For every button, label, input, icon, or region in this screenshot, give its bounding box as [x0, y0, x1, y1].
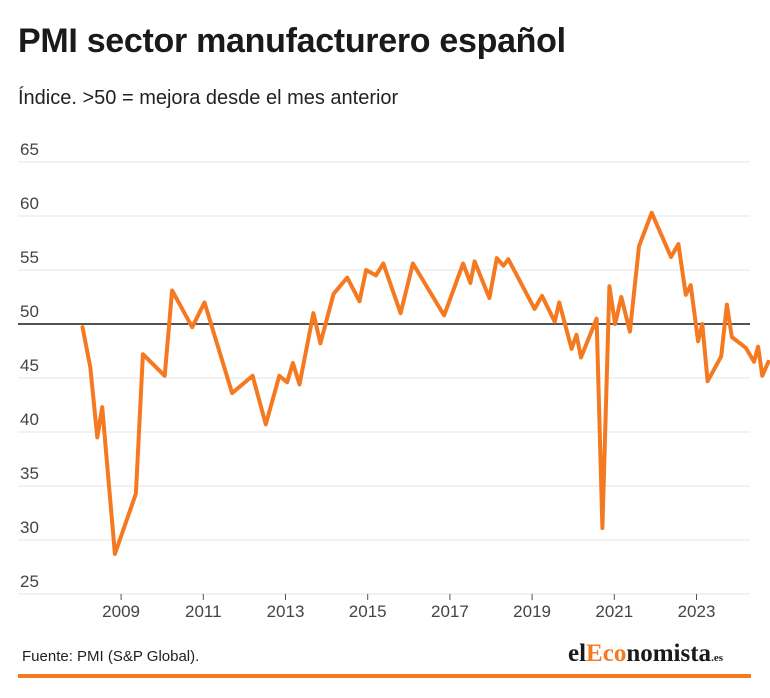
- source-note: Fuente: PMI (S&P Global).: [22, 648, 200, 665]
- x-tick-label: 2015: [349, 602, 387, 621]
- x-tick-label: 2019: [513, 602, 551, 621]
- x-tick-label: 2011: [185, 602, 222, 621]
- x-tick-label: 2009: [102, 602, 140, 621]
- y-tick-label: 25: [20, 572, 39, 591]
- x-tick-label: 2017: [431, 602, 469, 621]
- y-tick-label: 65: [20, 140, 39, 159]
- brand-rest: nomista: [626, 640, 712, 667]
- y-tick-label: 50: [20, 302, 39, 321]
- footer-accent-bar: [18, 674, 751, 678]
- y-tick-label: 30: [20, 518, 39, 537]
- y-tick-label: 45: [20, 356, 39, 375]
- series-line-pmi: [80, 210, 770, 556]
- y-tick-label: 35: [20, 464, 39, 483]
- brand-suffix: .es: [711, 652, 723, 664]
- y-tick-label: 55: [20, 248, 39, 267]
- x-tick-label: 2023: [678, 602, 716, 621]
- chart-subtitle: Índice. >50 = mejora desde el mes anteri…: [18, 87, 399, 109]
- brand-prefix: el: [568, 640, 587, 667]
- brand-accent: Eco: [586, 640, 627, 667]
- y-axis-ticks: 65 60 55 50 45 40 35 30 25: [20, 140, 39, 591]
- x-tick-label: 2021: [595, 602, 633, 621]
- x-tick-label: 2013: [267, 602, 305, 621]
- x-axis-ticks: 2009 2011 2013 2015 2017 2019 2021 2023: [102, 594, 715, 621]
- y-tick-label: 60: [20, 194, 39, 213]
- chart-title: PMI sector manufacturero español: [18, 22, 566, 60]
- brand-logo: elEconomista.es: [568, 640, 723, 668]
- gridlines: [18, 161, 750, 595]
- y-tick-label: 40: [20, 410, 39, 429]
- series-layer: [80, 210, 770, 556]
